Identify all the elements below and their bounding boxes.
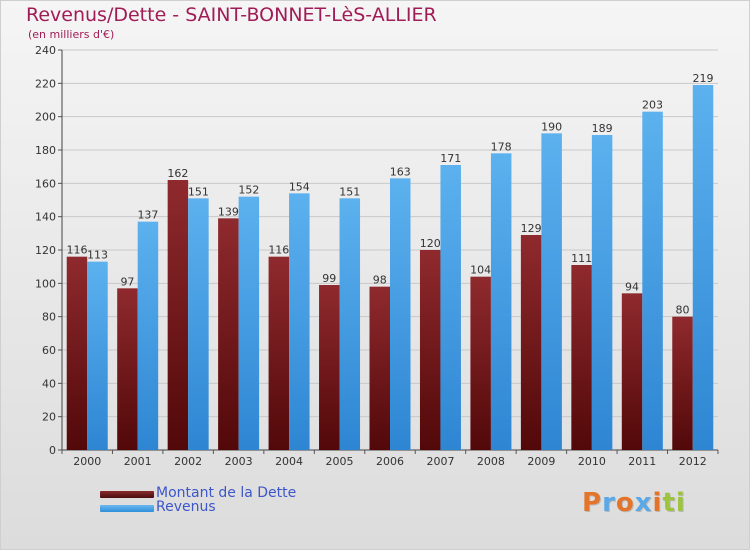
data-label: 203 — [642, 99, 663, 112]
data-label: 116 — [268, 244, 289, 257]
y-tick-label: 0 — [49, 444, 56, 457]
bar-dette — [520, 235, 542, 450]
y-tick-label: 80 — [42, 311, 56, 324]
bar-revenus — [137, 221, 159, 450]
data-label: 151 — [188, 185, 209, 198]
data-label: 120 — [420, 237, 441, 250]
data-label: 137 — [137, 209, 158, 222]
logo-letter: P — [582, 488, 603, 518]
x-tick-label: 2002 — [174, 455, 202, 468]
bar-dette — [470, 276, 491, 450]
bar-dette — [369, 286, 390, 450]
bar-revenus — [642, 111, 663, 451]
logo-letter: r — [602, 488, 616, 518]
y-tick-label: 200 — [35, 111, 56, 124]
y-tick-label: 220 — [35, 77, 56, 90]
bar-revenus — [591, 135, 613, 450]
data-label: 97 — [120, 275, 134, 288]
legend-label-revenus: Revenus — [156, 499, 216, 515]
data-label: 98 — [373, 274, 387, 287]
y-tick-label: 100 — [35, 277, 56, 290]
x-tick-label: 2011 — [628, 455, 656, 468]
data-label: 171 — [440, 152, 461, 165]
data-label: 154 — [289, 180, 310, 193]
bar-dette — [66, 256, 88, 450]
data-label: 94 — [625, 280, 639, 293]
x-tick-label: 2012 — [679, 455, 707, 468]
y-tick-label: 40 — [42, 377, 56, 390]
x-tick-label: 2007 — [426, 455, 454, 468]
bar-revenus — [188, 198, 209, 450]
bar-dette — [571, 265, 592, 450]
data-label: 99 — [322, 272, 336, 285]
data-label: 151 — [339, 185, 360, 198]
bar-revenus — [440, 165, 461, 450]
y-tick-label: 20 — [42, 411, 56, 424]
logo-letter: o — [615, 488, 635, 518]
logo-letter: i — [675, 488, 686, 518]
x-tick-label: 2004 — [275, 455, 303, 468]
bar-dette — [672, 316, 693, 450]
legend-swatch-dette — [100, 491, 154, 498]
x-tick-label: 2006 — [376, 455, 404, 468]
x-tick-label: 2009 — [527, 455, 555, 468]
bar-revenus — [238, 196, 260, 450]
bar-revenus — [289, 193, 310, 451]
x-tick-label: 2010 — [578, 455, 606, 468]
y-tick-label: 140 — [35, 211, 56, 224]
bar-dette — [419, 250, 441, 450]
y-tick-label: 160 — [35, 177, 56, 190]
x-tick-label: 2000 — [73, 455, 101, 468]
y-tick-label: 180 — [35, 144, 56, 157]
data-label: 116 — [66, 244, 87, 257]
bar-dette — [268, 256, 290, 450]
y-tick-label: 60 — [42, 344, 56, 357]
data-label: 80 — [676, 304, 690, 317]
x-tick-label: 2005 — [326, 455, 354, 468]
data-label: 113 — [87, 249, 108, 262]
bar-revenus — [490, 153, 512, 451]
bar-dette — [218, 218, 239, 450]
y-tick-label: 120 — [35, 244, 56, 257]
bar-revenus — [87, 261, 108, 450]
logo-letter: t — [662, 488, 676, 518]
bar-revenus — [692, 85, 714, 450]
data-label: 219 — [693, 72, 714, 85]
bar-revenus — [339, 198, 361, 450]
data-label: 104 — [470, 264, 491, 277]
bar-dette — [621, 293, 643, 450]
logo-letter: i — [652, 488, 663, 518]
bar-dette — [167, 180, 189, 450]
legend-swatch-revenus — [100, 505, 154, 512]
data-label: 163 — [390, 165, 411, 178]
x-tick-label: 2003 — [225, 455, 253, 468]
proxiti-logo: Proxiti — [582, 488, 686, 518]
chart-subtitle: (en milliers d'€) — [28, 28, 115, 41]
y-tick-label: 240 — [35, 44, 56, 57]
x-tick-label: 2001 — [124, 455, 152, 468]
data-label: 162 — [167, 167, 188, 180]
bar-dette — [117, 288, 138, 450]
data-label: 139 — [218, 205, 239, 218]
data-label: 152 — [238, 184, 259, 197]
bar-dette — [319, 285, 340, 450]
data-label: 178 — [491, 140, 512, 153]
x-tick-label: 2008 — [477, 455, 505, 468]
data-label: 129 — [521, 222, 542, 235]
chart-title: Revenus/Dette - SAINT-BONNET-LèS-ALLIER — [26, 4, 437, 26]
data-label: 189 — [592, 122, 613, 135]
data-label: 190 — [541, 120, 562, 133]
bar-revenus — [541, 133, 562, 451]
data-label: 111 — [571, 252, 592, 265]
bar-revenus — [390, 178, 411, 451]
logo-letter: x — [634, 488, 653, 518]
legend-label-dette: Montant de la Dette — [156, 485, 297, 501]
